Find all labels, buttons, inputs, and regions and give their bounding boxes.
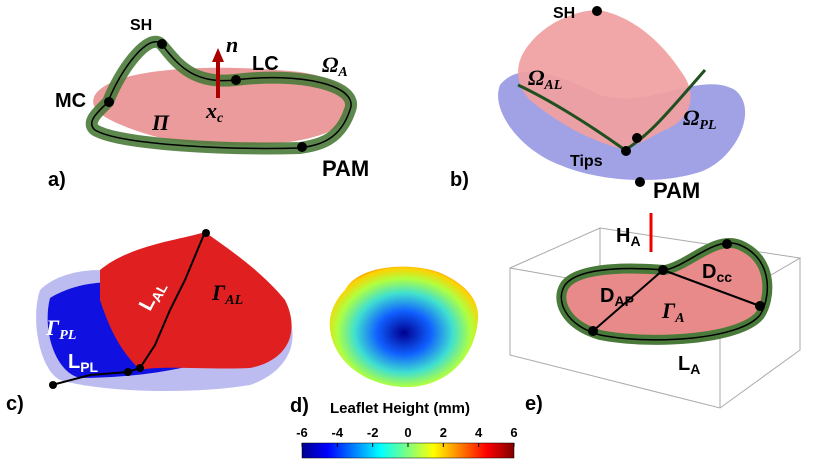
panel-c: ΓPL LAL ΓAL LPL c) <box>6 229 293 415</box>
point <box>632 133 642 143</box>
point <box>202 229 210 237</box>
colorbar-tick-label: 6 <box>510 425 517 440</box>
label: SH <box>130 17 152 34</box>
label: cc <box>716 269 732 285</box>
colorbar-title: Leaflet Height (mm) <box>330 400 470 417</box>
label: HA <box>616 225 641 249</box>
point <box>722 239 732 249</box>
label: Tips <box>570 153 603 170</box>
label: AL <box>543 78 562 93</box>
panel-label: d) <box>290 395 309 417</box>
label: H <box>616 225 630 247</box>
panel-label: a) <box>48 169 66 191</box>
panel-e-content: HA DAP Dcc ΓA LA e) <box>525 213 767 415</box>
label: L <box>68 351 80 373</box>
point <box>755 301 765 311</box>
label: PAM <box>322 156 369 181</box>
panel-b: SH ΩAL ΩPL Tips PAM b) <box>450 5 745 203</box>
label: Ω <box>528 65 545 90</box>
point <box>297 142 307 152</box>
colorbar-tick-label: 0 <box>404 425 411 440</box>
point <box>588 326 598 336</box>
point <box>621 146 631 156</box>
label: PL <box>699 118 716 133</box>
panel-label: c) <box>6 393 24 415</box>
label: D <box>702 261 716 283</box>
arrow-head <box>212 48 224 62</box>
figure: SH n LC ΩA MC xc Π PAM a) SH ΩAL ΩPL Tip… <box>0 0 817 466</box>
panel-label: e) <box>525 393 543 415</box>
point <box>658 265 668 275</box>
label: MC <box>55 90 86 112</box>
label: Γ <box>211 280 226 305</box>
leaflet-height-map <box>330 267 479 387</box>
point <box>635 177 645 187</box>
label: Ω <box>683 105 700 130</box>
colorbar-tick-label: -4 <box>332 425 344 440</box>
colorbar-tick-label: 4 <box>475 425 483 440</box>
label: L <box>678 353 690 375</box>
label: A <box>674 311 684 326</box>
panel-d: d) Leaflet Height (mm) -6 -4 -2 0 2 4 6 <box>290 267 518 458</box>
label: PAM <box>653 178 700 203</box>
colorbar-tick-label: -2 <box>367 425 379 440</box>
label: D <box>600 285 614 307</box>
label: AL <box>224 293 243 308</box>
label: A <box>337 65 347 80</box>
label: AP <box>614 293 633 309</box>
panel-a: SH n LC ΩA MC xc Π PAM a) <box>48 17 369 191</box>
label: SH <box>553 5 575 22</box>
label: PL <box>59 328 76 343</box>
label: Π <box>151 110 170 135</box>
point <box>592 6 602 16</box>
point <box>49 381 57 389</box>
label: LC <box>252 53 279 75</box>
colorbar-tick-label: -6 <box>296 425 308 440</box>
point <box>231 75 241 85</box>
label: x <box>205 98 217 123</box>
label: n <box>226 32 238 57</box>
annulus <box>561 243 767 340</box>
point <box>157 39 167 49</box>
label: ΩA <box>322 52 348 80</box>
label: A <box>630 233 640 249</box>
label: PL <box>80 359 98 375</box>
label: Ω <box>322 52 339 77</box>
colorbar-tick-label: 2 <box>440 425 447 440</box>
label: Γ <box>661 298 676 323</box>
point <box>104 97 114 107</box>
label: Γ <box>45 315 60 340</box>
panel-label: b) <box>450 169 469 191</box>
label: LA <box>678 353 700 377</box>
point <box>124 368 132 376</box>
label: A <box>690 361 700 377</box>
point <box>136 364 144 372</box>
label: c <box>217 111 224 126</box>
